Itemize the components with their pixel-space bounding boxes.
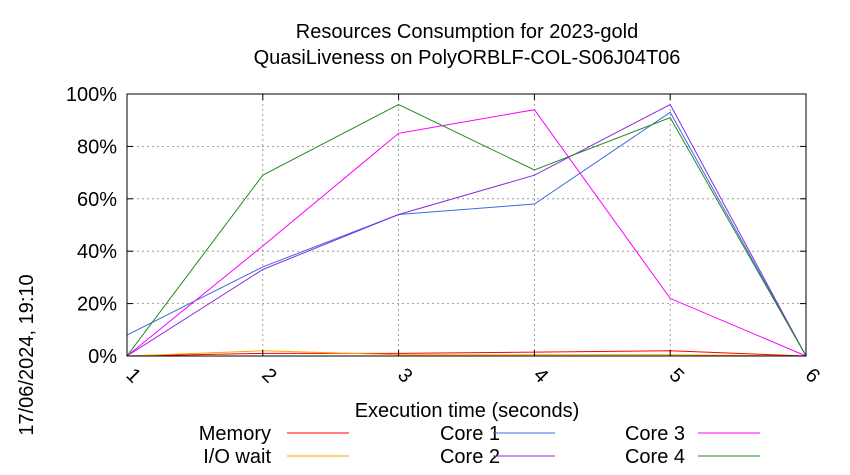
legend-label-core-2: Core 2 (440, 446, 500, 468)
y-tick-label: 20% (77, 294, 117, 316)
series-line-core-2 (126, 103, 807, 357)
series-line-core-4 (126, 103, 807, 357)
series-line-core-3 (126, 109, 807, 357)
timestamp-label: 17/06/2024, 19:10 (16, 274, 38, 435)
x-tick-label: 6 (801, 364, 824, 387)
x-axis-ticks: 1 2 3 4 5 6 (122, 94, 824, 387)
x-tick-label: 3 (393, 364, 416, 387)
y-tick-label: 0% (88, 346, 117, 368)
plot-frame (126, 93, 807, 357)
legend-label-core-1: Core 1 (440, 423, 500, 445)
chart-title-line2: QuasiLiveness on PolyORBLF-COL-S06J04T06 (254, 47, 681, 69)
y-tick-label: 60% (77, 189, 117, 211)
series-line-memory (126, 350, 807, 357)
grid (127, 94, 806, 356)
legend-label-i-o-wait: I/O wait (203, 446, 271, 468)
legend-label-memory: Memory (199, 423, 271, 445)
x-tick-label: 4 (529, 364, 552, 387)
x-axis-label: Execution time (seconds) (355, 400, 580, 422)
chart-title-line1: Resources Consumption for 2023-gold (296, 21, 638, 43)
series-line-i-o-wait (126, 350, 807, 357)
legend-label-core-3: Core 3 (625, 423, 685, 445)
y-tick-label: 40% (77, 241, 117, 263)
series-line-core-1 (126, 111, 807, 357)
series-lines (126, 103, 807, 357)
x-tick-label: 2 (257, 364, 280, 387)
legend-label-core-4: Core 4 (625, 446, 685, 468)
y-tick-label: 80% (77, 136, 117, 158)
x-tick-label: 5 (665, 364, 688, 387)
y-tick-label: 100% (66, 84, 117, 106)
y-axis-ticks: 0% 20% 40% 60% 80% 100% (66, 84, 806, 368)
x-tick-label: 1 (122, 364, 145, 387)
